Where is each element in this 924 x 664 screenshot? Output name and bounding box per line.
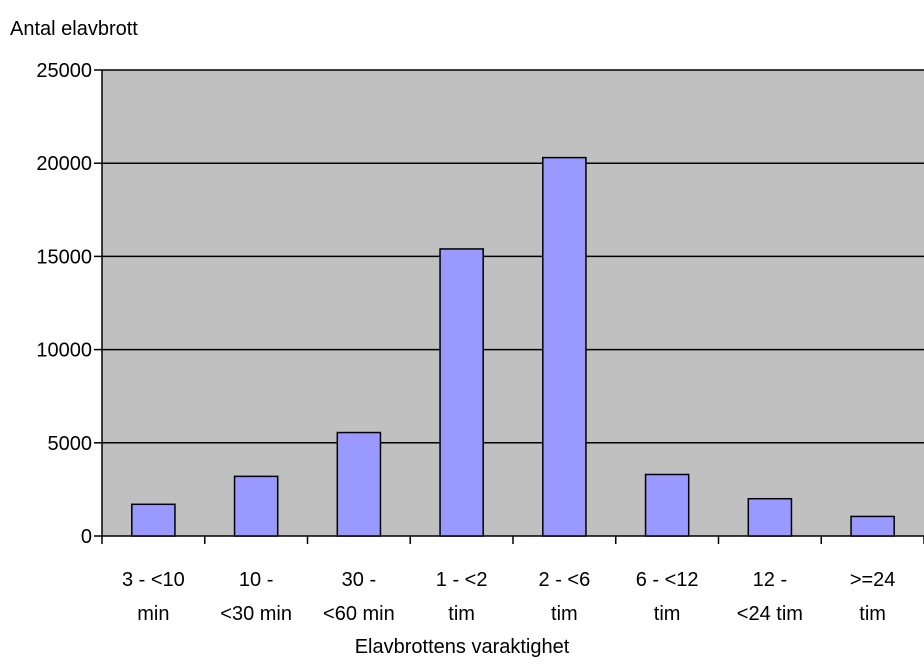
x-axis-title: Elavbrottens varaktighet	[354, 636, 570, 658]
x-tick-label-1-1: <30 min	[220, 603, 292, 625]
bar-3	[439, 248, 484, 537]
x-tick-label-4-0: 2 - <6	[539, 569, 591, 591]
x-tick-label-5-0: 6 - <12	[636, 569, 699, 591]
x-tick-label-2-0: 30 -	[342, 569, 376, 591]
y-tick-label-0: 0	[81, 526, 92, 548]
x-tick-label-6-0: 12 -	[753, 569, 787, 591]
y-tick-label-5000: 5000	[48, 433, 93, 455]
x-tick-label-6-1: <24 tim	[737, 603, 803, 625]
y-tick-label-20000: 20000	[36, 153, 92, 175]
x-tick-label-7-0: >=24	[850, 569, 896, 591]
y-tick-label-25000: 25000	[36, 60, 92, 82]
x-tick-label-7-1: tim	[859, 603, 886, 625]
bar-6	[747, 497, 793, 537]
bar-7	[850, 515, 895, 537]
x-tick-label-4-1: tim	[551, 603, 578, 625]
y-tick-label-10000: 10000	[36, 340, 92, 362]
x-tick-label-2-1: <60 min	[323, 603, 395, 625]
x-tick-label-3-0: 1 - <2	[436, 569, 488, 591]
bar-4	[542, 156, 587, 537]
y-axis-title: Antal elavbrott	[10, 18, 138, 40]
y-tick-label-15000: 15000	[36, 246, 92, 268]
plot-area	[102, 70, 924, 536]
bar-0	[131, 503, 176, 537]
x-tick-label-0-1: min	[137, 603, 169, 625]
x-tick-label-1-0: 10 -	[239, 569, 273, 591]
bar-5	[644, 473, 690, 537]
bar-1	[233, 475, 279, 537]
bar-2	[336, 431, 382, 537]
x-tick-label-3-1: tim	[448, 603, 475, 625]
x-tick-label-0-0: 3 - <10	[122, 569, 185, 591]
x-tick-label-5-1: tim	[654, 603, 681, 625]
